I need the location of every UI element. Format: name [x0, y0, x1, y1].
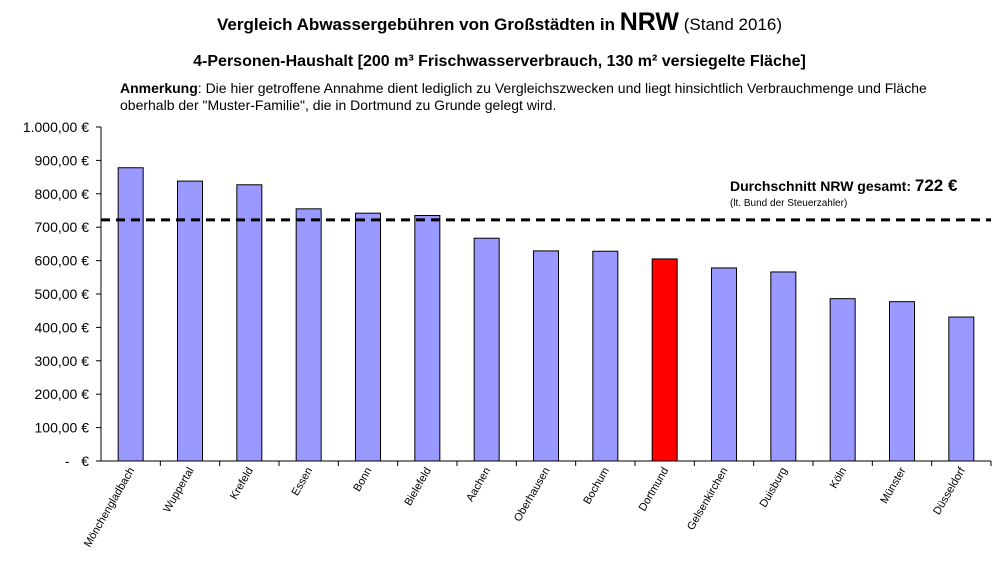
x-tick-label: Duisburg [758, 466, 790, 510]
bar-gelsenkirchen [711, 267, 737, 462]
x-tick-label: Wuppertal [161, 466, 196, 515]
title-highlight: NRW [619, 8, 679, 36]
y-axis: - € 100,00 € 200,00 € 300,00 € 400,00 € 500,0… [23, 119, 991, 469]
bar-aachen [473, 237, 500, 462]
x-tick-label: Bielefeld [402, 466, 433, 509]
x-tick-label: Gelsenkirchen [685, 466, 731, 533]
x-tick-label: Mönchengladbach [82, 466, 137, 550]
x-tick-label: Krefeld [228, 466, 256, 502]
bar-bielefeld [414, 215, 441, 462]
bar-krefeld [236, 184, 263, 462]
y-tick-label: 400,00 € [35, 319, 90, 335]
y-tick-label: 100,00 € [35, 420, 90, 436]
bars [117, 167, 975, 462]
bar-bonn [355, 212, 381, 462]
chart-note: Anmerkung: Die hier getroffene Annahme d… [120, 80, 980, 114]
x-tick-label: Münster [878, 465, 908, 506]
bar-dortmund [651, 258, 678, 462]
average-value: 722 € [915, 176, 958, 195]
bar-mönchengladbach [117, 167, 144, 462]
y-tick-label: 1.000,00 € [23, 119, 89, 135]
bar-essen [295, 208, 322, 462]
y-tick-label: - € [65, 453, 89, 469]
bar-oberhausen [533, 250, 559, 462]
chart-subtitle: 4-Personen-Haushalt [200 m³ Frischwasser… [193, 53, 806, 70]
x-tick-label: Köln [828, 466, 849, 491]
y-tick-label: 700,00 € [35, 219, 90, 235]
bar-münster [889, 301, 915, 462]
average-line-group: Durchschnitt NRW gesamt: 722 € (lt. Bund … [101, 176, 991, 222]
y-tick-label: 300,00 € [35, 353, 90, 369]
average-label-text: Durchschnitt NRW gesamt: [730, 178, 915, 194]
y-tick-label: 500,00 € [35, 286, 90, 302]
y-tick-label: 800,00 € [35, 186, 90, 202]
x-tick-label: Essen [290, 466, 316, 498]
title-prefix: Vergleich Abwassergebühren von Großstädt… [216, 15, 615, 34]
average-label: Durchschnitt NRW gesamt: 722 € [730, 176, 958, 195]
note-label: Anmerkung [120, 80, 198, 96]
bar-köln [829, 298, 856, 462]
x-axis-labels: Mönchengladbach Wuppertal Krefeld Essen Bonn… [82, 461, 992, 550]
bar-düsseldorf [948, 316, 975, 462]
x-tick-label: Bonn [351, 466, 374, 494]
bar-wuppertal [177, 180, 203, 462]
note-text: : Die hier getroffene Annahme dient ledi… [120, 80, 927, 113]
chart-title: Vergleich Abwassergebühren von Großstädt… [0, 8, 999, 37]
average-source: (lt. Bund der Steuerzahler) [730, 198, 847, 209]
x-tick-label: Dortmund [637, 466, 672, 514]
x-tick-label: Düsseldorf [931, 465, 968, 517]
bar-duisburg [770, 271, 797, 462]
y-tick-label: 600,00 € [35, 253, 90, 269]
y-tick-label: 900,00 € [35, 152, 90, 168]
title-suffix: (Stand 2016) [683, 15, 783, 34]
bar-bochum [592, 250, 619, 462]
x-tick-label: Bochum [581, 466, 612, 507]
x-tick-label: Aachen [464, 466, 493, 504]
y-tick-label: 200,00 € [35, 386, 90, 402]
x-tick-label: Oberhausen [512, 466, 553, 524]
